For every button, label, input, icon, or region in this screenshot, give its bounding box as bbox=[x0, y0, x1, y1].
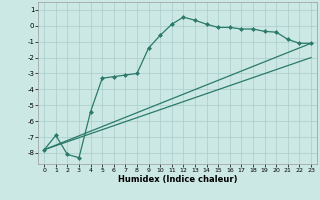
X-axis label: Humidex (Indice chaleur): Humidex (Indice chaleur) bbox=[118, 175, 237, 184]
